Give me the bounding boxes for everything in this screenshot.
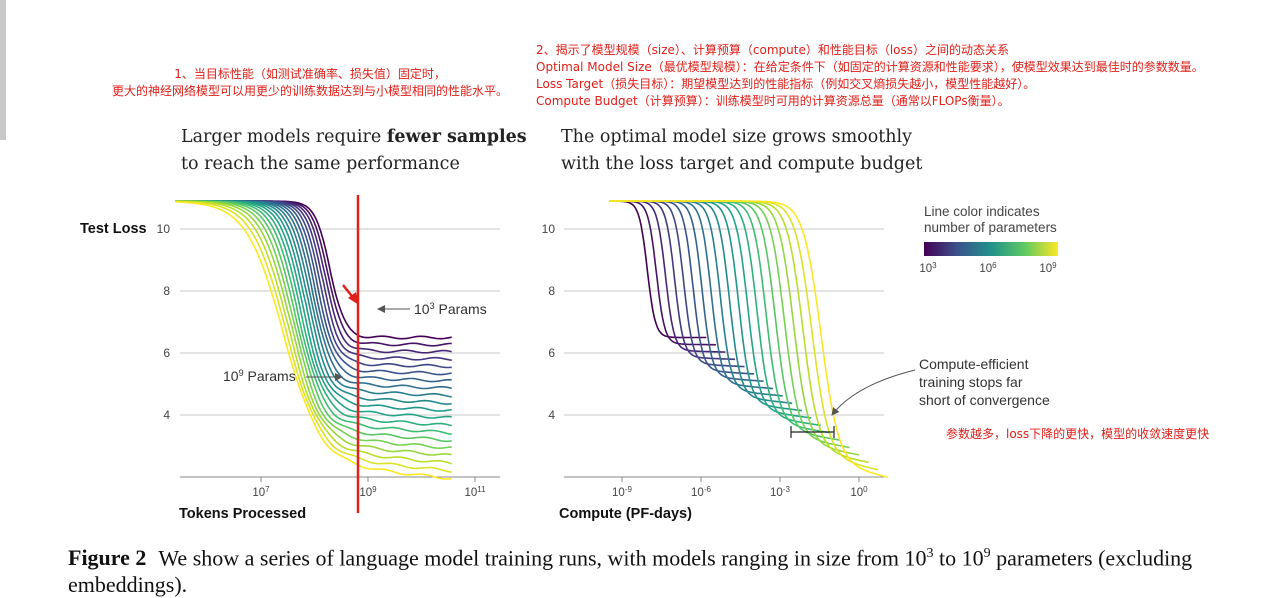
legend-colorbar: [924, 242, 1058, 256]
right-xtick-label-2: 10-3: [770, 485, 790, 499]
right-title-line2: with the loss target and compute budget: [561, 154, 923, 174]
left-series-line: [175, 200, 452, 473]
left-series-line: [175, 200, 452, 435]
annotation-right-note: 参数越多，loss下降的更快，模型的收敛速度更快: [946, 427, 1210, 441]
right-title-line1: The optimal model size grows smoothly: [561, 127, 913, 147]
left-y-axis-label: Test Loss: [80, 221, 147, 237]
left-ytick-6: 6: [163, 346, 170, 360]
caption-exp-high: 9: [983, 546, 991, 561]
left-title-bold: fewer samples: [386, 127, 527, 147]
figure-caption: Figure 2 We show a series of language mod…: [68, 540, 1268, 598]
left-xtick-label-0: 107: [252, 485, 270, 499]
left-large-model-label: 109 Params: [223, 368, 296, 384]
annotation-left-line-1: 1、当目标性能（如测试准确率、损失值）固定时，: [174, 67, 446, 81]
right-ytick-6: 6: [548, 346, 555, 360]
caption-base-low: 10: [904, 545, 927, 571]
left-series-line: [175, 200, 452, 465]
caption-text-post: parameters (excluding embeddings).: [68, 545, 1193, 598]
right-series-line: [609, 200, 812, 419]
right-series-group: [609, 200, 888, 478]
right-xtick-label-0: 10-9: [612, 485, 632, 499]
right-xtick-label-3: 100: [850, 485, 868, 499]
legend-tick-0: 103: [919, 261, 937, 275]
annotation-top-line-4: Compute Budget（计算预算）：训练模型时可用的计算资源总量（通常以F…: [536, 94, 1010, 108]
left-xtick-label-1: 109: [359, 485, 377, 499]
annotation-left-note: 1、当目标性能（如测试准确率、损失值）固定时， 更大的神经网络模型可以用更少的训…: [112, 66, 508, 100]
left-title-line1: Larger models require: [181, 127, 387, 147]
left-ytick-10: 10: [157, 222, 171, 236]
caption-text-pre: We show a series of language model train…: [158, 545, 905, 571]
right-series-line: [609, 200, 888, 478]
red-arrow-head: [348, 292, 359, 305]
right-series-line: [609, 200, 783, 397]
right-ytick-8: 8: [548, 284, 555, 298]
left-grid: [180, 228, 500, 482]
annotation-left-line-2: 更大的神经网络模型可以用更少的训练数据达到与小模型相同的性能水平。: [112, 84, 509, 98]
annotation-top-line-3: Loss Target（损失目标）：期望模型达到的性能指标（例如交叉熵损失越小，…: [536, 77, 1036, 91]
left-small-model-label: 103 Params: [414, 301, 487, 317]
left-series-line: [175, 200, 452, 456]
right-xtick-label-1: 10-6: [691, 485, 711, 499]
left-series-line: [175, 200, 452, 412]
caption-exp-low: 3: [926, 546, 934, 561]
right-chart-title: The optimal model size grows smoothly wi…: [561, 124, 922, 178]
right-ytick-4: 4: [548, 408, 555, 422]
legend-tick-2: 109: [1039, 261, 1057, 275]
left-chart-title: Larger models require fewer samples to r…: [181, 124, 527, 178]
legend-tick-1: 106: [979, 261, 997, 275]
caption-mid: to: [933, 545, 962, 571]
left-x-axis-label: Tokens Processed: [179, 506, 306, 522]
left-xtick-label-2: 1011: [464, 485, 486, 499]
window-scrollbar[interactable]: [0, 0, 6, 140]
legend-title-line-1: Line color indicates: [924, 204, 1040, 219]
annotation-top-line-1: 2、揭示了模型规模（size）、计算预算（compute）和性能目标（loss）…: [536, 43, 1010, 57]
frontier-note-line-3: short of convergence: [919, 392, 1050, 408]
frontier-note-line-2: training stops far: [919, 374, 1023, 390]
left-ytick-4: 4: [163, 408, 170, 422]
right-x-axis-label: Compute (PF-days): [559, 506, 692, 522]
right-series-line: [609, 200, 860, 456]
frontier-note-line-1: Compute-efficient: [919, 356, 1029, 372]
frontier-note-arrow: [831, 369, 916, 416]
right-series-line: [609, 200, 821, 427]
caption-base-high: 10: [961, 545, 984, 571]
left-title-line2: to reach the same performance: [181, 154, 460, 174]
left-series-group: [175, 200, 452, 480]
right-grid: [564, 228, 884, 482]
annotation-top-note: 2、揭示了模型规模（size）、计算预算（compute）和性能目标（loss）…: [536, 42, 1204, 110]
right-series-line: [609, 200, 879, 471]
left-ytick-8: 8: [163, 284, 170, 298]
right-series-line: [609, 200, 802, 412]
legend-title-line-2: number of parameters: [924, 220, 1057, 235]
annotation-top-line-2: Optimal Model Size（最优模型规模）：在给定条件下（如固定的计算…: [536, 60, 1204, 74]
left-series-line: [175, 201, 452, 480]
left-series-line: [175, 200, 452, 450]
right-ytick-10: 10: [542, 222, 556, 236]
figure-number: Figure 2: [68, 545, 147, 571]
